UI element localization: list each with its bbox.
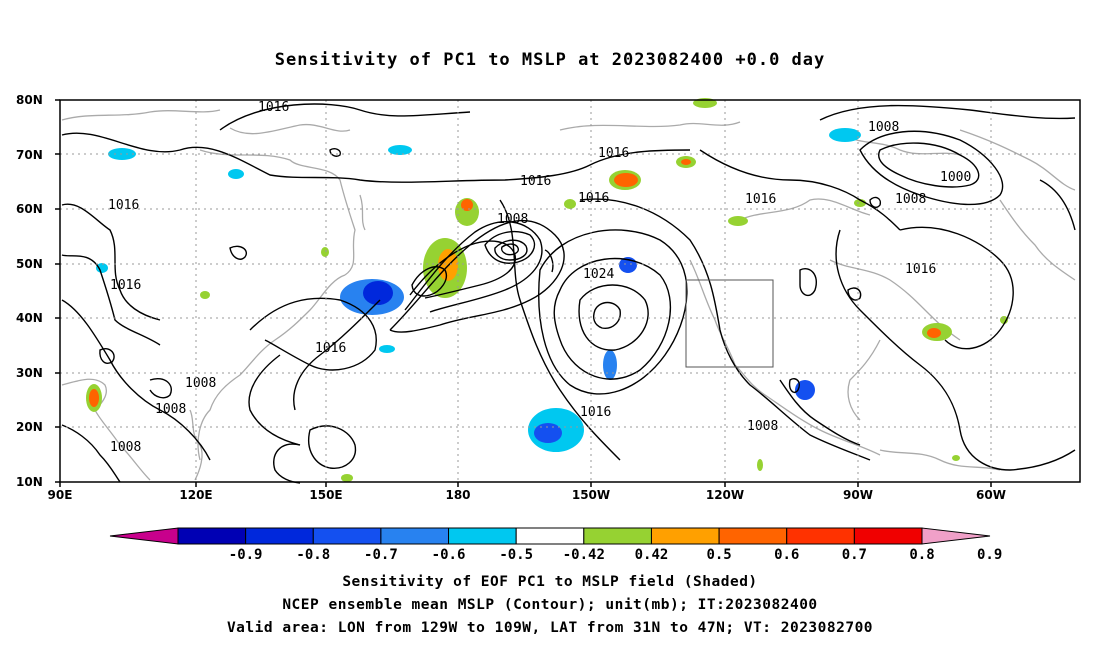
blob-pos-4-core <box>681 159 691 165</box>
contour-label: 1016 <box>108 198 139 213</box>
contour-label: 1016 <box>315 341 346 356</box>
colorbar-labels: -0.9 -0.8 -0.7 -0.6 -0.5 -0.42 0.42 0.5 0.6 0.7 0.… <box>229 547 1003 563</box>
blob-neg-11 <box>96 263 108 273</box>
colorbar-segment <box>312 527 382 545</box>
colorbar-segment <box>448 527 517 545</box>
lon-label: 180 <box>445 488 470 502</box>
blob-neg-1-core <box>363 281 393 305</box>
blob-neg-10 <box>379 345 395 353</box>
blob-neg-5 <box>388 145 412 155</box>
contour-label: 1008 <box>868 120 899 135</box>
blob-neg-3 <box>603 350 617 380</box>
contour-label: 1000 <box>940 170 971 185</box>
blob-pos-3-core <box>614 173 638 187</box>
contour-label: 1008 <box>497 212 528 227</box>
colorbar-segment <box>650 527 720 545</box>
colorbar-segment <box>718 527 788 545</box>
blob-pos-6-core <box>927 328 941 338</box>
lat-label: 60N <box>16 202 43 216</box>
lon-label: 150E <box>309 488 342 502</box>
blob-pos-14 <box>341 474 353 482</box>
blob-neg-7 <box>829 128 861 142</box>
colorbar-label: 0.9 <box>977 547 1002 563</box>
colorbar-segment <box>245 527 314 545</box>
contour-label: 1016 <box>520 174 551 189</box>
footer-line-2: NCEP ensemble mean MSLP (Contour); unit(… <box>282 597 818 613</box>
blob-pos-16 <box>952 455 960 461</box>
contour-label: 1016 <box>580 405 611 420</box>
contour-label: 1008 <box>110 440 141 455</box>
mslp-contours <box>61 103 1076 484</box>
colorbar-label: 0.5 <box>706 547 731 563</box>
lat-lon-grid <box>60 100 1080 482</box>
colorbar-segment <box>177 527 247 545</box>
contour-label: 1016 <box>905 262 936 277</box>
lon-label: 120E <box>179 488 212 502</box>
blob-pos-13 <box>757 459 763 471</box>
colorbar-segment <box>786 527 855 545</box>
colorbar-label: -0.6 <box>432 547 466 563</box>
contour-label: 1016 <box>110 278 141 293</box>
contour-label: 1024 <box>583 267 614 282</box>
lat-label: 30N <box>16 366 43 380</box>
blob-pos-9 <box>564 199 576 209</box>
footer-line-1: Sensitivity of EOF PC1 to MSLP field (Sh… <box>342 574 758 590</box>
lon-label: 120W <box>706 488 744 502</box>
valid-area-box <box>685 279 774 368</box>
colorbar-segment <box>515 527 585 545</box>
contour-labels: 1016 1016 1016 1016 1016 1016 1016 1016 … <box>108 100 971 455</box>
sensitivity-shading <box>86 98 1008 482</box>
lon-label: 90W <box>843 488 873 502</box>
lon-label: 150W <box>572 488 610 502</box>
lat-label: 70N <box>16 148 43 162</box>
lat-axis <box>55 99 60 483</box>
map-frame <box>59 99 1081 483</box>
colorbar-label: -0.7 <box>364 547 398 563</box>
colorbar-segment <box>380 527 450 545</box>
blob-neg-9 <box>228 169 244 179</box>
lon-axis <box>59 482 992 487</box>
colorbar-label: 0.8 <box>909 547 934 563</box>
lat-label: 10N <box>16 475 43 489</box>
colorbar-segment <box>853 527 923 545</box>
blob-pos-8 <box>728 216 748 226</box>
contour-label: 1016 <box>745 192 776 207</box>
colorbar-label: -0.42 <box>563 547 605 563</box>
colorbar-segment <box>583 527 652 545</box>
lon-label: 60W <box>976 488 1006 502</box>
colorbar-label: -0.8 <box>296 547 330 563</box>
blob-pos-5-core <box>89 389 99 407</box>
colorbar-label: 0.42 <box>635 547 669 563</box>
blob-neg-2-core <box>534 423 562 443</box>
lat-label: 50N <box>16 257 43 271</box>
colorbar <box>109 527 991 545</box>
footer-line-3: Valid area: LON from 129W to 109W, LAT f… <box>226 620 874 636</box>
lat-label: 20N <box>16 420 43 434</box>
contour-label: 1016 <box>258 100 289 115</box>
colorbar-label: -0.9 <box>229 547 263 563</box>
blob-pos-10 <box>321 247 329 257</box>
contour-label: 1008 <box>185 376 216 391</box>
colorbar-arrow-high <box>921 527 991 545</box>
lon-label: 90E <box>48 488 73 502</box>
colorbar-label: 0.6 <box>774 547 799 563</box>
plot-title: Sensitivity of PC1 to MSLP at 2023082400… <box>274 50 826 70</box>
blob-pos-2-core <box>461 199 473 211</box>
lat-label: 40N <box>16 311 43 325</box>
colorbar-label: 0.7 <box>842 547 867 563</box>
contour-label: 1008 <box>895 192 926 207</box>
colorbar-arrow-low <box>109 527 179 545</box>
contour-label: 1016 <box>578 191 609 206</box>
blob-pos-11 <box>200 291 210 299</box>
contour-label: 1008 <box>155 402 186 417</box>
lat-label: 80N <box>16 93 43 107</box>
colorbar-label: -0.5 <box>499 547 533 563</box>
